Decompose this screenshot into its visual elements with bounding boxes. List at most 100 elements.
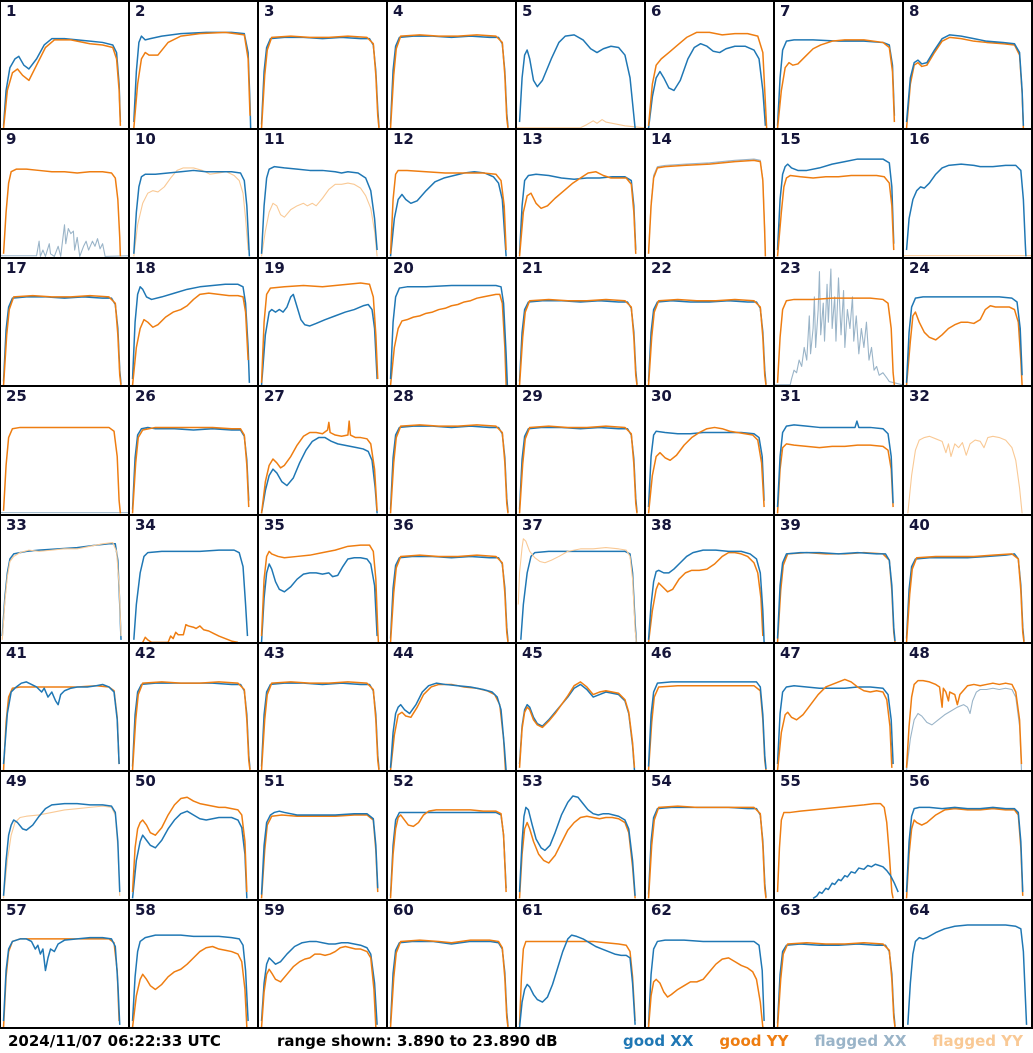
panel-1: 1 [1,2,130,131]
series-yy [133,798,247,893]
panel-13: 13 [517,130,646,259]
panel-number: 19 [264,258,285,277]
panel-53: 53 [517,772,646,901]
panel-18: 18 [130,258,259,388]
panel-number: 40 [909,515,930,534]
panel-number: 1 [6,2,17,20]
series-xx [262,811,378,894]
panel-plot [646,516,773,642]
series-yy [391,171,507,254]
series-yy [4,295,121,385]
panel-number: 34 [135,515,156,534]
panel-plot [517,516,644,642]
panel-plot [904,259,1031,385]
panel-number: 21 [522,258,543,277]
panel-plot [775,644,902,770]
series-yy [391,684,506,770]
panel-number: 61 [522,900,543,919]
panel-number: 55 [780,772,801,791]
series-xx [778,421,894,507]
panel-plot [646,387,773,513]
series-xx [133,935,249,1021]
panel-plot [646,2,773,128]
panel-number: 54 [651,772,672,791]
panel-plot [775,387,902,513]
panel-plot [388,644,515,770]
panel-plot [646,130,773,256]
panel-plot [517,259,644,385]
panel-plot [904,387,1031,513]
series-yy [907,37,1024,128]
timestamp: 2024/11/07 06:22:33 UTC [8,1032,221,1050]
panel-number: 24 [909,258,930,277]
series-yy [262,283,378,383]
series-yy [133,293,249,385]
panel-33: 33 [1,515,130,644]
panel-plot [259,2,386,128]
series-yy [778,176,894,257]
panel-27: 27 [259,387,388,516]
series-yy [391,425,508,513]
series-yy [649,161,766,257]
panel-8: 8 [904,2,1033,131]
panel-50: 50 [130,772,259,901]
panel-number: 57 [6,900,27,919]
panel-number: 64 [909,900,930,919]
panel-46: 46 [646,643,775,773]
series-xx [133,683,250,769]
series-fyy [2,542,121,639]
series-yy [907,306,1023,386]
series-yy [4,40,121,128]
panel-15: 15 [775,130,904,259]
panel-grid: 1 2 3 4 5 6 7 8 9 10 11 12 13 14 15 16 17 18 19 20 21 22 23 24 2… [0,0,1033,1029]
series-yy [262,682,379,770]
panel-37: 37 [517,515,646,644]
series-yy [520,941,636,1024]
panel-39: 39 [775,515,904,644]
panel-number: 23 [780,258,801,277]
panel-7: 7 [775,2,904,131]
panel-plot [775,901,902,1027]
panel-plot [517,2,644,128]
series-xx [649,44,766,129]
panel-plot [1,130,128,256]
series-xx [262,438,378,514]
series-xx [907,35,1024,126]
series-yy [4,170,121,257]
panel-40: 40 [904,515,1033,644]
series-xx [813,865,898,899]
panel-number: 20 [393,258,414,277]
panel-12: 12 [388,130,517,259]
panel-2: 2 [130,2,259,131]
series-xx [649,940,765,1025]
series-yy [907,553,1024,641]
series-xx [262,294,378,385]
panel-number: 45 [522,643,543,662]
series-yy [262,421,378,513]
panel-plot [775,772,902,898]
series-yy [262,815,378,898]
series-yy [4,428,121,514]
panel-plot [1,2,128,128]
series-yy [649,686,766,771]
panel-plot [259,644,386,770]
panel-number: 59 [264,900,285,919]
panel-plot [130,516,257,642]
panel-number: 35 [264,515,285,534]
panel-24: 24 [904,258,1033,388]
series-yy [907,681,1022,768]
panel-21: 21 [517,258,646,388]
legend: good XX good YY flagged XX flagged YY [623,1032,1023,1050]
panel-plot [646,644,773,770]
panel-number: 13 [522,130,543,149]
panel-9: 9 [1,130,130,259]
panel-17: 17 [1,258,130,388]
series-xx [391,941,508,1026]
series-xx [262,683,379,769]
panel-31: 31 [775,387,904,516]
series-xx [133,428,249,510]
panel-43: 43 [259,643,388,773]
panel-plot [130,901,257,1027]
panel-plot [130,2,257,128]
series-fxx [649,159,766,256]
